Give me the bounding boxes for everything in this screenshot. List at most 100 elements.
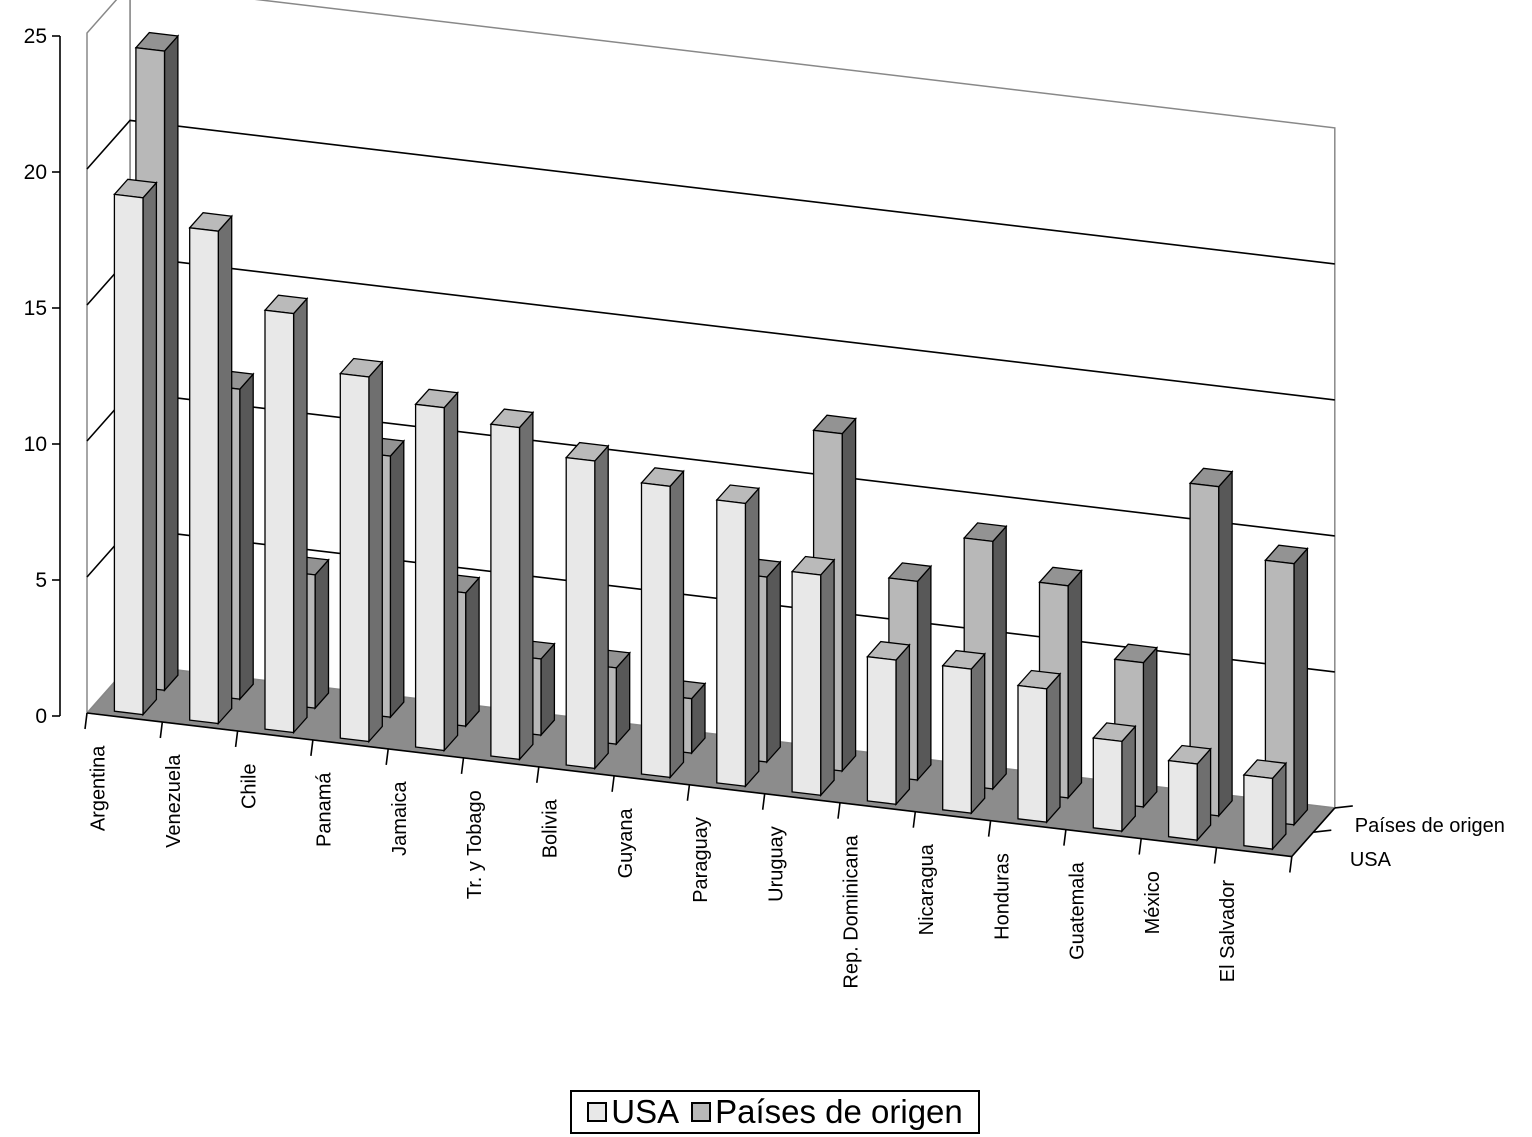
depth-tick-1 [1334,805,1353,809]
x-tick-label-honduras: Honduras [991,853,1013,940]
x-tick-label-jamaica: Jamaica [389,780,411,855]
x-tick-0 [84,712,88,730]
bar-front [791,570,822,797]
bar-side [1045,672,1061,824]
x-tick-9 [761,793,766,810]
x-tick-4 [385,748,389,765]
bar-front [716,499,747,788]
bar-front [339,372,370,743]
gridline-20 [86,119,1335,265]
x-tick-8 [686,784,691,801]
bar-side [1121,724,1136,833]
bar-side [970,652,986,815]
bar-usa-rep-dominicana [866,640,911,807]
x-tick-14 [1138,838,1142,855]
y-tick-label-5: 5 [35,569,47,592]
bar-side [1293,546,1309,827]
bar-side [368,360,383,744]
x-tick-11 [912,811,917,828]
bar-side [820,558,835,798]
depth-tick-0 [1313,829,1332,834]
bar-front [942,664,972,814]
x-tick-label-el-salvador: El Salvador [1217,880,1239,983]
x-tick-16 [1289,856,1293,873]
x-tick-12 [987,820,992,837]
bars-usa [113,178,1288,851]
bar-usa-panama [338,357,384,744]
x-tick-label-bolivia: Bolivia [540,798,562,858]
bar-usa-uruguay [790,555,836,798]
bar-side [1067,568,1083,800]
bar-usa-venezuela [188,212,234,726]
bar-front [866,655,897,806]
axes [52,35,1353,873]
bar-side [669,469,685,780]
bar-usa-guatemala [1091,722,1137,833]
bar-side [895,643,911,807]
x-tick-5 [460,757,465,774]
bar-side [766,560,781,764]
bar-front [1167,759,1198,841]
bar-side [992,524,1007,791]
x-tick-6 [536,766,540,783]
y-tick-label-20: 20 [24,161,47,184]
x-tick-13 [1063,829,1067,846]
legend-item-usa: USA [587,1093,679,1131]
bar-usa-paraguay [715,484,761,789]
bar-side [217,214,233,726]
bar-side [239,372,254,701]
bar-front [113,193,144,716]
y-axis-tick-labels: 0 5 10 15 20 25 [24,25,47,728]
x-axis-tick-labels: Argentina Venezuela Chile Panamá Jamaica Tr. … [88,745,1239,989]
x-tick-10 [837,802,841,819]
bar-usa-chile [263,294,309,735]
bar-usa-guyana [640,467,685,780]
legend-label-usa: USA [611,1093,680,1130]
y-tick-label-0: 0 [35,705,47,728]
bar-usa-el-salvador [1242,759,1288,851]
x-tick-15 [1213,847,1218,864]
legend-swatch-paises-de-origen [691,1102,712,1122]
bar-side [594,444,609,771]
bar-usa-tr-y-tobago [489,408,535,762]
x-tick-label-guatemala: Guatemala [1066,861,1088,960]
x-tick-label-uruguay: Uruguay [765,826,787,902]
bar-usa-bolivia [564,441,610,771]
x-tick-7 [611,775,615,792]
legend-item-paises-de-origen: Países de origen [691,1093,963,1131]
x-tick-label-argentina: Argentina [88,745,110,831]
bar-front [264,309,295,734]
y-tick-label-25: 25 [24,25,47,48]
x-tick-1 [159,721,164,739]
bar-usa-argentina [113,178,158,717]
x-tick-3 [310,739,314,757]
bar-paises-de-origen-mexico [1188,467,1234,818]
bar-front [565,456,596,770]
depth-label-usa: USA [1350,849,1392,871]
bar-front [1243,774,1274,850]
bar-side [916,564,932,782]
bar-side [314,558,330,710]
bar-front [490,423,521,761]
bar-usa-jamaica [414,388,459,753]
x-tick-label-rep-dominicana: Rep. Dominicana [841,834,863,988]
x-tick-label-venezuela: Venezuela [163,754,185,848]
bar-front [640,482,671,779]
y-tick-label-15: 15 [24,297,47,320]
bar-front [1092,737,1123,832]
y-tick-label-10: 10 [24,433,47,456]
bar-side [744,486,760,789]
x-tick-label-panama: Panamá [314,772,336,847]
x-tick-label-mexico: México [1142,871,1164,934]
bar-front [414,403,445,752]
bar-front [1017,684,1048,823]
x-tick-label-chile: Chile [238,763,260,809]
bar-side [841,416,857,773]
bar-side [1218,469,1233,818]
bar-side [389,439,405,719]
depth-axis-labels: USA Países de origen [1350,815,1505,871]
bar-usa-honduras [1016,669,1062,824]
bar-side [142,180,158,717]
depth-label-paises-de-origen: Países de origen [1355,815,1505,837]
